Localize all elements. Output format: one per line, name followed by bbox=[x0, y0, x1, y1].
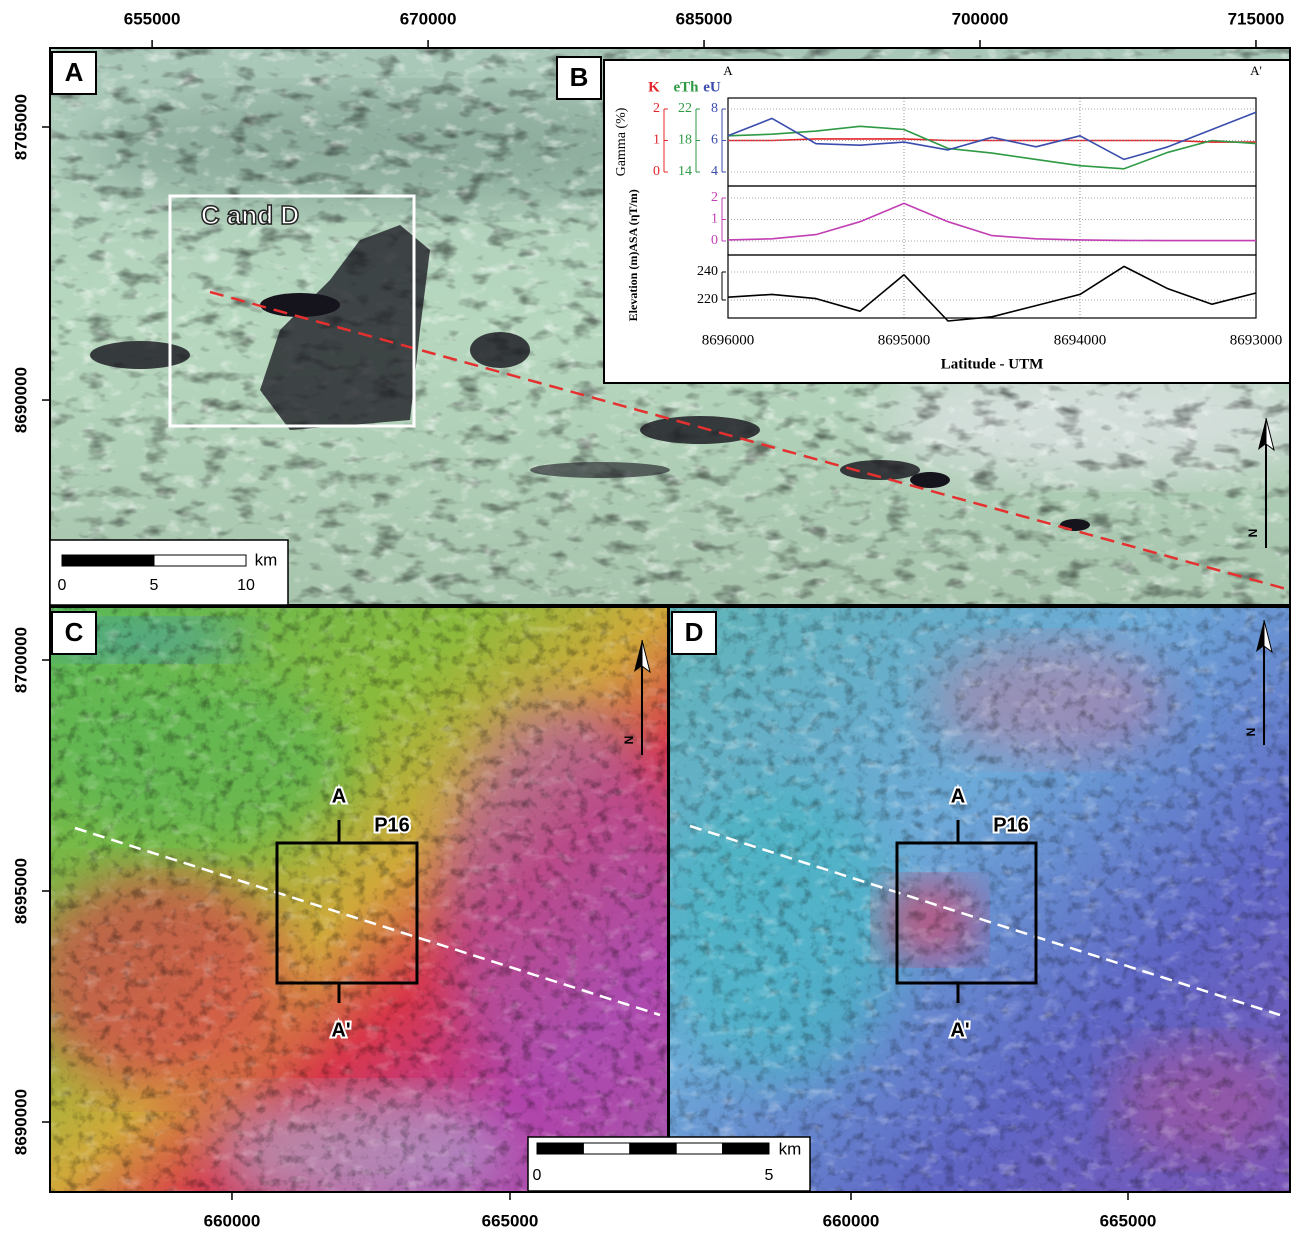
scale-label: 5 bbox=[150, 577, 159, 594]
x-tick-label: 670000 bbox=[400, 9, 457, 28]
y-tick-label: 2 bbox=[653, 101, 660, 116]
y-tick-label: 0 bbox=[711, 233, 718, 248]
x-tick-label: 715000 bbox=[1228, 9, 1285, 28]
scale-segment bbox=[630, 1143, 676, 1154]
map-d bbox=[660, 608, 1290, 1192]
x-tick-label: 8696000 bbox=[702, 332, 755, 348]
scale-unit: km bbox=[255, 550, 278, 569]
panel-label: A bbox=[65, 57, 84, 87]
x-tick-label: 665000 bbox=[1100, 1211, 1157, 1230]
scale-label: 0 bbox=[58, 577, 67, 594]
scale-segment bbox=[154, 555, 246, 566]
profile-end-label: A' bbox=[1250, 63, 1262, 78]
north-label: N bbox=[622, 736, 636, 745]
y-tick-label: 1 bbox=[711, 212, 718, 227]
x-tick-label: 8694000 bbox=[1054, 332, 1107, 348]
y-axis-label: ASA (ηT/m) bbox=[626, 189, 640, 251]
scale-box bbox=[50, 540, 288, 605]
scale-label: 5 bbox=[765, 1167, 774, 1184]
y-tick-label: 8690000 bbox=[11, 367, 30, 433]
y-tick-label: 8690000 bbox=[11, 1089, 30, 1155]
profile-start: A bbox=[951, 785, 965, 807]
x-tick-label: 8695000 bbox=[878, 332, 931, 348]
scale-label: 10 bbox=[237, 577, 255, 594]
y-tick-label: 2 bbox=[711, 190, 718, 205]
y-tick-label: 6 bbox=[711, 133, 718, 148]
site-label: P16 bbox=[993, 814, 1029, 836]
x-tick-label: 665000 bbox=[482, 1211, 539, 1230]
y-tick-label: 8695000 bbox=[11, 858, 30, 924]
x-tick-label: 685000 bbox=[676, 9, 733, 28]
x-tick-label: 660000 bbox=[823, 1211, 880, 1230]
y-tick-label: 18 bbox=[678, 133, 692, 148]
north-label: N bbox=[1244, 728, 1258, 737]
y-tick-label: 8705000 bbox=[11, 94, 30, 160]
profile-start: A bbox=[332, 785, 346, 807]
profile-end: A' bbox=[331, 1019, 350, 1041]
map-c bbox=[30, 608, 680, 1210]
profile-end-label: A bbox=[723, 63, 733, 78]
panel-label: B bbox=[570, 62, 589, 92]
figure: A C D C and D A P16 A' A P16 A' N N N km… bbox=[0, 0, 1294, 1234]
scale-segment bbox=[62, 555, 154, 566]
x-tick-label: 655000 bbox=[124, 9, 181, 28]
panel-label: C bbox=[65, 617, 84, 647]
legend-label: eU bbox=[703, 79, 721, 95]
scale-segment bbox=[583, 1143, 629, 1154]
y-tick-label: 220 bbox=[697, 292, 718, 307]
y-tick-label: 8 bbox=[711, 101, 718, 116]
x-tick-label: 700000 bbox=[952, 9, 1009, 28]
profile-end: A' bbox=[950, 1019, 969, 1041]
scale-segment bbox=[676, 1143, 722, 1154]
scale-segment bbox=[537, 1143, 583, 1154]
y-axis-label: Gamma (%) bbox=[614, 107, 629, 176]
y-tick-label: 22 bbox=[678, 101, 692, 116]
scale-label: 0 bbox=[533, 1167, 542, 1184]
y-tick-label: 8700000 bbox=[11, 627, 30, 693]
legend-label: K bbox=[648, 79, 660, 95]
y-tick-label: 14 bbox=[678, 164, 692, 179]
y-tick-label: 4 bbox=[711, 164, 718, 179]
site-label: P16 bbox=[374, 814, 410, 836]
y-tick-label: 240 bbox=[697, 264, 718, 279]
y-tick-label: 0 bbox=[653, 164, 660, 179]
scale-segment bbox=[723, 1143, 769, 1154]
north-label: N bbox=[1246, 529, 1260, 538]
scale-unit: km bbox=[779, 1139, 802, 1158]
box-label: C and D bbox=[201, 200, 299, 230]
y-axis-label: Elevation (m) bbox=[626, 252, 640, 322]
x-tick-label: 8693000 bbox=[1230, 332, 1283, 348]
x-tick-label: 660000 bbox=[204, 1211, 261, 1230]
panel-label: D bbox=[685, 617, 704, 647]
y-tick-label: 1 bbox=[653, 133, 660, 148]
x-axis-label: Latitude - UTM bbox=[941, 356, 1044, 372]
legend-label: eTh bbox=[673, 79, 699, 95]
